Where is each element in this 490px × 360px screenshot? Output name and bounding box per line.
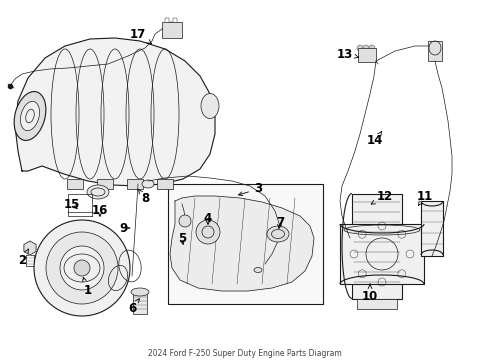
Ellipse shape [21, 101, 40, 131]
Polygon shape [15, 38, 215, 186]
Bar [162, 22, 182, 38]
Bar [127, 179, 143, 189]
Ellipse shape [131, 288, 149, 296]
Text: 7: 7 [276, 216, 284, 230]
Circle shape [357, 45, 363, 51]
Circle shape [60, 246, 104, 290]
Bar [68, 194, 92, 212]
Bar [340, 224, 424, 284]
Ellipse shape [267, 226, 289, 242]
Text: 13: 13 [337, 48, 359, 60]
Polygon shape [170, 196, 314, 291]
Text: 17: 17 [130, 27, 151, 44]
Text: 5: 5 [178, 233, 186, 246]
Text: 2024 Ford F-250 Super Duty Engine Parts Diagram: 2024 Ford F-250 Super Duty Engine Parts … [148, 350, 342, 359]
Circle shape [74, 260, 90, 276]
Text: 2: 2 [18, 249, 28, 267]
Bar [428, 41, 442, 61]
Circle shape [369, 45, 375, 51]
Text: 16: 16 [92, 204, 108, 217]
Bar [133, 292, 147, 314]
Bar [168, 184, 323, 304]
Bar [97, 179, 113, 189]
Text: 8: 8 [138, 189, 149, 204]
Ellipse shape [254, 267, 262, 273]
Text: 12: 12 [371, 189, 393, 204]
Text: 10: 10 [362, 284, 378, 302]
Circle shape [46, 232, 118, 304]
Text: 1: 1 [83, 278, 92, 297]
Text: 4: 4 [204, 212, 212, 225]
Ellipse shape [142, 180, 154, 188]
Circle shape [34, 220, 130, 316]
Bar [67, 179, 83, 189]
Ellipse shape [87, 185, 109, 199]
Bar [352, 194, 402, 299]
Text: 3: 3 [239, 183, 262, 195]
Text: 11: 11 [417, 189, 433, 206]
Text: 6: 6 [128, 299, 140, 315]
Ellipse shape [14, 91, 46, 140]
Bar [358, 48, 376, 62]
Bar [421, 201, 443, 256]
Circle shape [179, 215, 191, 227]
Ellipse shape [201, 94, 219, 118]
Bar [157, 179, 173, 189]
Text: 9: 9 [119, 221, 130, 234]
Polygon shape [24, 241, 36, 255]
Bar [357, 299, 397, 309]
Circle shape [363, 45, 369, 51]
Text: 14: 14 [367, 131, 383, 148]
Circle shape [196, 220, 220, 244]
Text: 15: 15 [64, 198, 80, 211]
